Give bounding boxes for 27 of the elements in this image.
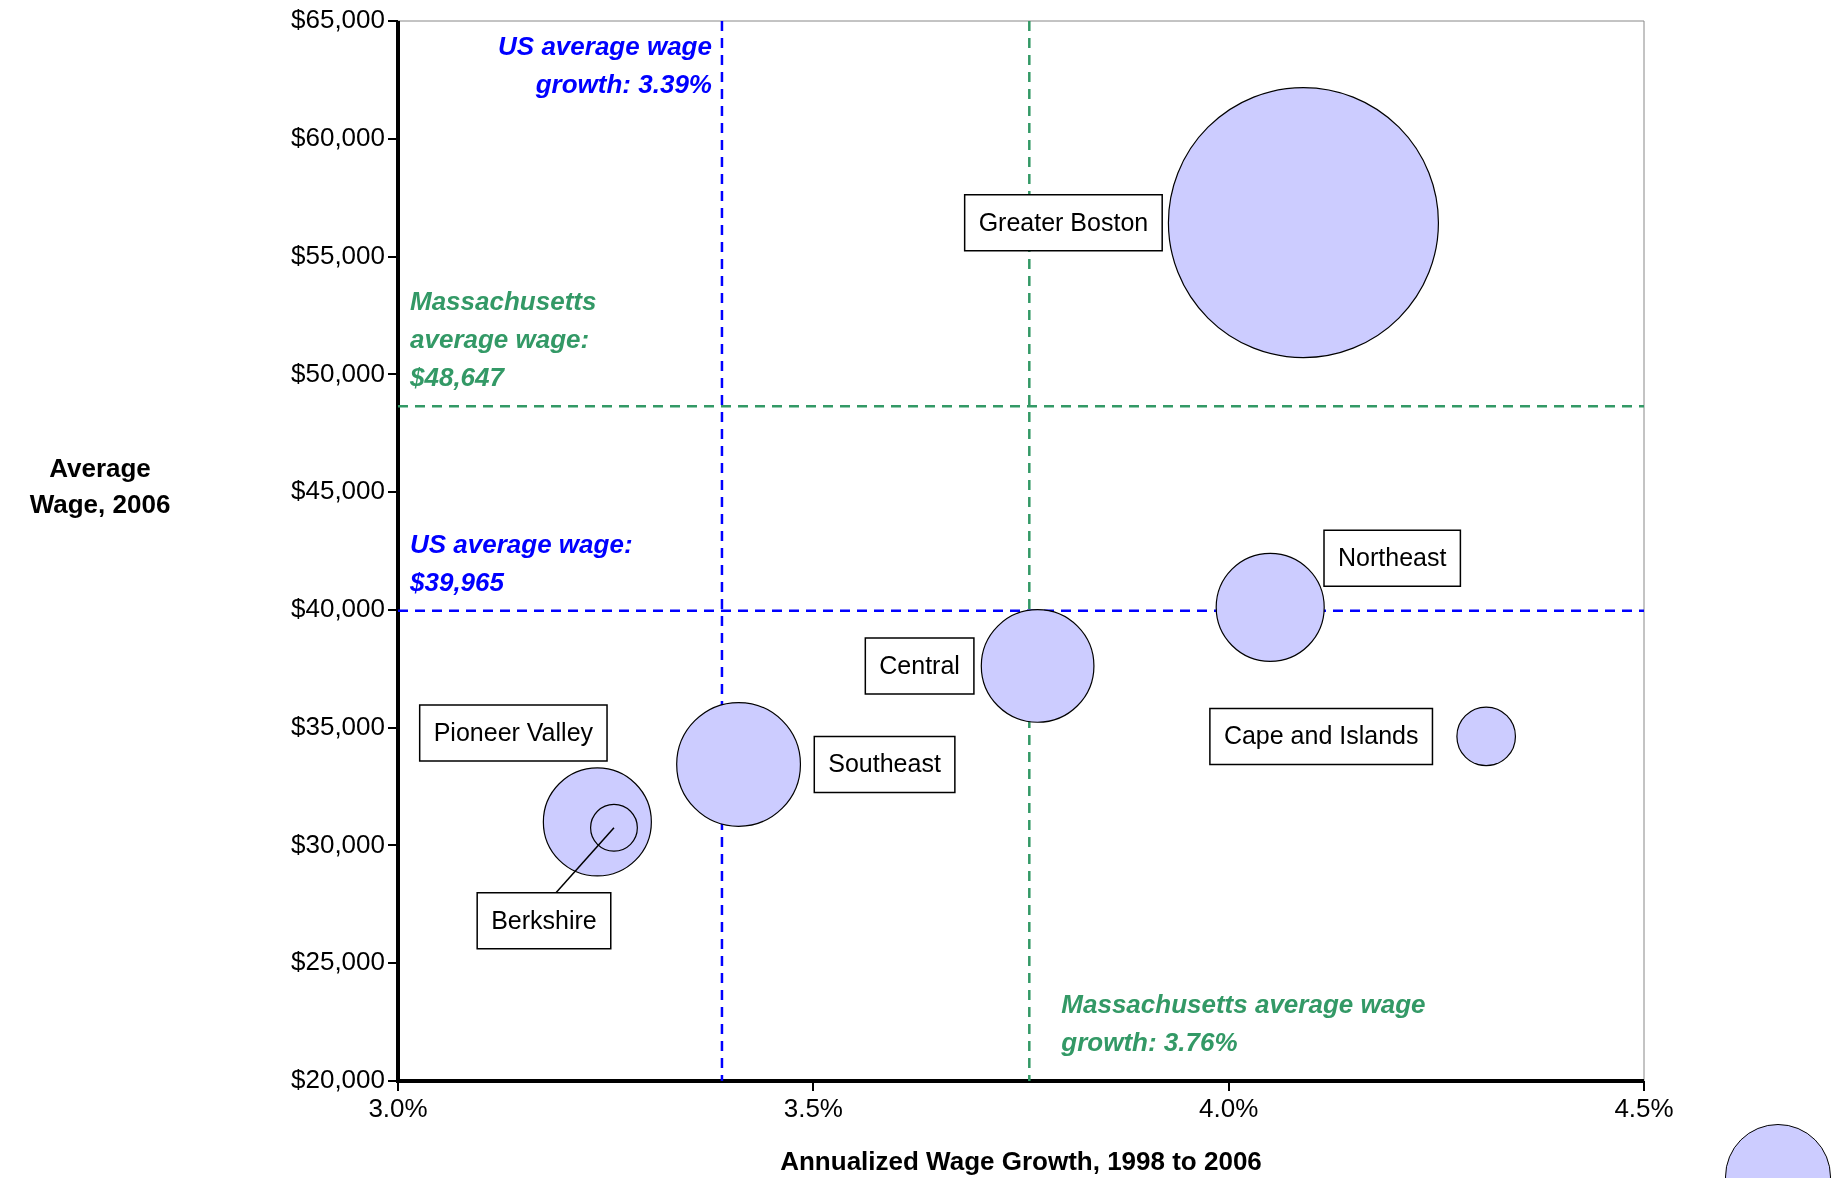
series-label: Cape and Islands: [1223, 721, 1419, 750]
y-tick-label: $40,000: [291, 593, 385, 624]
y-tick-label: $55,000: [291, 239, 385, 270]
y-tick-label: $65,000: [291, 4, 385, 35]
x-tick-label: 4.5%: [1614, 1092, 1674, 1123]
series-label: Southeast: [828, 749, 941, 778]
x-axis-title: Annualized Wage Growth, 1998 to 2006: [780, 1145, 1262, 1176]
y-tick-label: $20,000: [291, 1064, 385, 1095]
ref-line-label: Massachusetts average wage growth: 3.76%: [1060, 989, 1426, 1058]
text: Berkshire: [491, 905, 597, 934]
x-tick-label: 3.5%: [783, 1092, 843, 1123]
y-tick-label: $45,000: [291, 475, 385, 506]
x-tick-label: 3.0%: [368, 1092, 428, 1123]
y-tick-label: $35,000: [291, 710, 385, 741]
ref-line-label: US average wage growth: 3.39%: [498, 31, 712, 100]
y-tick-label: $25,000: [291, 946, 385, 977]
y-tick-label: $60,000: [291, 121, 385, 152]
ref-line-label: US average wage: $39,965: [409, 528, 633, 597]
x-tick-label: 4.0%: [1199, 1092, 1259, 1123]
y-tick-label: $50,000: [291, 357, 385, 388]
ref-line-label: Massachusetts average wage: $48,647: [409, 286, 597, 393]
series-label: Pioneer Valley: [433, 717, 594, 746]
series-label: Central: [879, 650, 960, 679]
y-axis-title: Average Wage, 2006: [29, 453, 171, 520]
series-label: Northeast: [1338, 543, 1447, 572]
series-label: Greater Boston: [978, 207, 1149, 236]
y-tick-label: $30,000: [291, 828, 385, 859]
